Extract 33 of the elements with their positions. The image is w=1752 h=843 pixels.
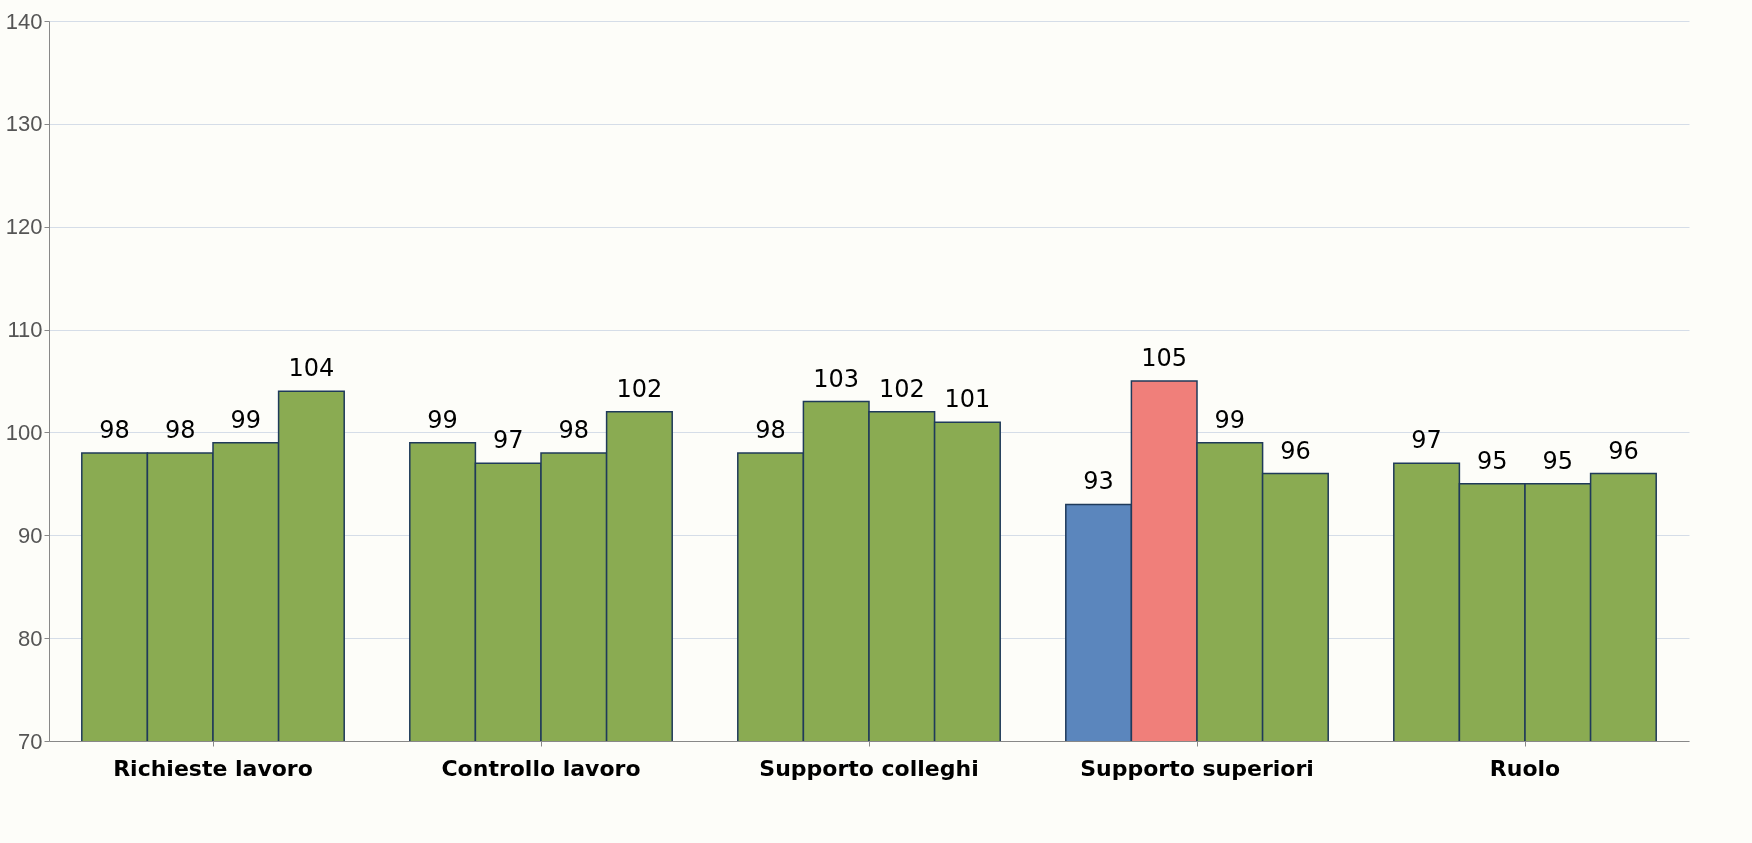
x-tick-label: Controllo lavoro: [441, 755, 641, 781]
data-label: 98: [99, 416, 130, 444]
data-label: 102: [878, 374, 925, 403]
x-tick-label: Richieste lavoro: [113, 755, 313, 781]
y-tick-label: 140: [5, 8, 43, 34]
data-label: 99: [230, 405, 262, 434]
data-label: 99: [427, 405, 458, 434]
data-label: 96: [1280, 436, 1311, 465]
y-tick-label: 70: [18, 728, 43, 754]
y-tick-label: 100: [5, 419, 43, 445]
data-label: 105: [1141, 344, 1188, 372]
x-tick-label: Supporto colleghi: [759, 755, 979, 781]
data-label: 95: [1542, 446, 1574, 475]
y-tick-label: 110: [7, 317, 43, 343]
data-label: 104: [288, 354, 335, 383]
data-label: 96: [1608, 436, 1639, 465]
data-label: 95: [1476, 446, 1508, 475]
data-label: 97: [1411, 426, 1442, 455]
data-label: 103: [813, 364, 860, 393]
data-label: 97: [492, 426, 524, 455]
x-tick-label: Ruolo: [1489, 755, 1561, 781]
data-label: 93: [1083, 467, 1114, 496]
data-label: 98: [164, 416, 196, 444]
data-label: 98: [558, 416, 590, 444]
data-label: 101: [944, 385, 991, 414]
data-label: 99: [1214, 405, 1246, 434]
y-tick-label: 120: [5, 214, 43, 240]
y-tick-label: 90: [18, 522, 43, 548]
x-tick-label: Supporto superiori: [1080, 755, 1314, 781]
y-tick-label: 130: [5, 111, 43, 137]
data-label: 102: [616, 374, 663, 403]
data-label: 98: [755, 416, 786, 444]
y-tick-label: 80: [18, 625, 43, 651]
